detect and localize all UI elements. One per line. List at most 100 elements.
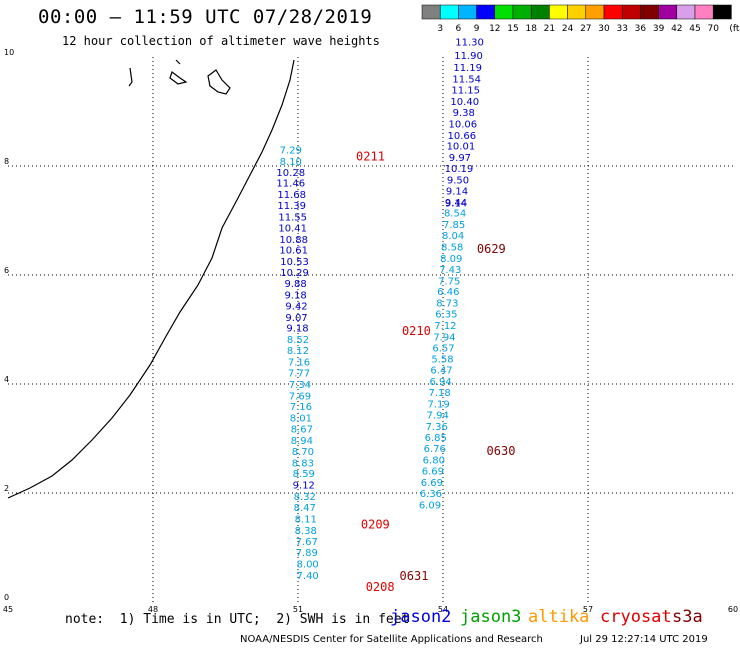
colorbar-label: 9 — [474, 24, 480, 34]
footer-note: note: 1) Time is in UTC; 2) SWH is in fe… — [65, 612, 410, 627]
wave-height-value: 9.18 — [286, 324, 308, 335]
wave-height-value: 10.06 — [448, 119, 477, 130]
colorbar-swatch — [658, 4, 678, 20]
wave-height-value: 11.19 — [453, 63, 482, 74]
colorbar-label: 12 — [489, 24, 500, 34]
colorbar-label: 24 — [562, 24, 574, 34]
wave-height-value: 11.46 — [276, 179, 305, 190]
colorbar-label: 15 — [507, 24, 518, 34]
wave-height-value: 8.54 — [444, 209, 466, 220]
wave-height-value: 8.00 — [297, 560, 319, 571]
colorbar-swatch — [512, 4, 532, 20]
colorbar-swatch — [567, 4, 587, 20]
satellite-jason3: jason3 — [460, 607, 522, 627]
wave-height-value: 8.52 — [287, 335, 309, 346]
wave-height-value: 8.94 — [291, 436, 313, 447]
colorbar-label: 39 — [653, 24, 665, 34]
x-tick-label: 51 — [293, 605, 303, 614]
x-tick-label: 60 — [728, 605, 738, 614]
colorbar-swatch — [421, 4, 441, 20]
wave-height-value: 10.19 — [445, 164, 474, 175]
y-tick-label: 4 — [4, 375, 9, 384]
pass-time-label: 0211 — [356, 150, 385, 164]
colorbar-label: 42 — [671, 24, 682, 34]
wave-height-value: 6.69 — [421, 478, 443, 489]
wave-height-value: 9.42 — [285, 301, 307, 312]
wave-height-value: 8.09 — [440, 254, 462, 265]
colorbar-label: 36 — [635, 24, 647, 34]
wave-height-value: 10.41 — [278, 223, 307, 234]
wave-height-value: 6.09 — [419, 500, 441, 511]
coastline-path — [7, 59, 295, 499]
wave-height-value: 9.38 — [453, 108, 475, 119]
colorbar-swatch — [640, 4, 659, 20]
wave-height-value: 6.94 — [429, 377, 451, 388]
pass-time-label: 0208 — [366, 580, 395, 594]
pass-time-label: 0629 — [477, 242, 506, 256]
y-tick-label: 0 — [4, 593, 9, 602]
map-grid: 45 48 51 54 57 60 0 2 4 6 8 10 — [3, 48, 738, 614]
wave-height-value: 7.34 — [289, 380, 311, 391]
wave-height-value: 6.36 — [420, 489, 442, 500]
wave-height-value: 6.69 — [422, 466, 444, 477]
wave-height-value: 7.29 — [280, 145, 302, 156]
colorbar-swatch — [458, 4, 477, 20]
wave-height-value: 7.40 — [297, 571, 319, 582]
y-tick-label: 6 — [4, 266, 9, 275]
colorbar-label: 70 — [707, 24, 719, 34]
pass-time-labels: 0211 0210 0629 0630 0209 0208 0631 — [356, 150, 515, 595]
colorbar-swatch — [712, 4, 732, 20]
wave-height-value: 8.70 — [292, 447, 314, 458]
island-outline — [128, 67, 133, 87]
wave-height-value: 6.80 — [423, 456, 445, 467]
credit-timestamp: Jul 29 12:27:14 UTC 2019 — [580, 634, 708, 645]
colorbar-swatch — [621, 4, 641, 20]
y-tick-label: 8 — [4, 157, 9, 166]
wave-height-value: 8.12 — [287, 346, 309, 357]
colorbar-label: 3 — [437, 24, 443, 34]
credit-line: NOAA/NESDIS Center for Satellite Applica… — [240, 634, 543, 645]
page-title: 00:00 – 11:59 UTC 07/28/2019 — [38, 6, 373, 28]
colorbar-label: 18 — [525, 24, 537, 34]
island-outline — [207, 69, 231, 95]
wave-height-value: 8.58 — [441, 242, 463, 253]
colorbar-label: 30 — [598, 24, 610, 34]
colorbar-swatch — [585, 4, 605, 20]
wave-height-value: 10.61 — [279, 246, 308, 257]
wave-height-value: 10.28 — [276, 168, 305, 179]
pass-time-label: 0209 — [361, 517, 390, 531]
wave-height-value: 5.58 — [431, 355, 453, 366]
wave-height-value: 7.69 — [289, 391, 311, 402]
colorbar-swatch — [494, 4, 514, 20]
satellite-s3a: s3a — [672, 607, 703, 627]
wave-height-value: 10.29 — [280, 268, 309, 279]
wave-height-value: 7.18 — [428, 388, 450, 399]
x-tick-label: 54 — [438, 605, 448, 614]
island-outline — [169, 59, 188, 85]
wave-height-value: 7.16 — [290, 402, 312, 413]
wave-height-value: 8.83 — [292, 458, 314, 469]
wave-height-value: 8.67 — [291, 425, 313, 436]
wave-height-value: 7.36 — [426, 422, 448, 433]
wave-height-value: 7.16 — [288, 357, 310, 368]
satellite-altika: altika — [528, 607, 590, 627]
colorbar-label: 6 — [456, 24, 462, 34]
colorbar-swatch — [603, 4, 623, 20]
wave-height-value: 11.55 — [278, 213, 307, 224]
wave-height-value: 9.14 — [445, 198, 467, 209]
colorbar-swatch — [476, 4, 496, 20]
wave-height-value: 7.94 — [433, 332, 455, 343]
colorbar-swatch — [676, 4, 696, 20]
colorbar-label: 33 — [616, 24, 627, 34]
coastline — [7, 59, 295, 499]
wave-height-value: 8.10 — [280, 157, 302, 168]
wave-height-value: 10.01 — [447, 142, 476, 153]
wave-height-value: 8.01 — [290, 414, 312, 425]
wave-height-value: 7.12 — [434, 321, 456, 332]
wave-height-value: 11.90 — [454, 51, 483, 62]
wave-height-value: 7.89 — [296, 548, 318, 559]
wave-height-value: 9.50 — [447, 175, 469, 186]
wave-height-value: 11.54 — [452, 75, 481, 86]
wave-height-labels: 7.298.1010.2811.4611.6811.3911.5510.4110… — [276, 38, 483, 583]
